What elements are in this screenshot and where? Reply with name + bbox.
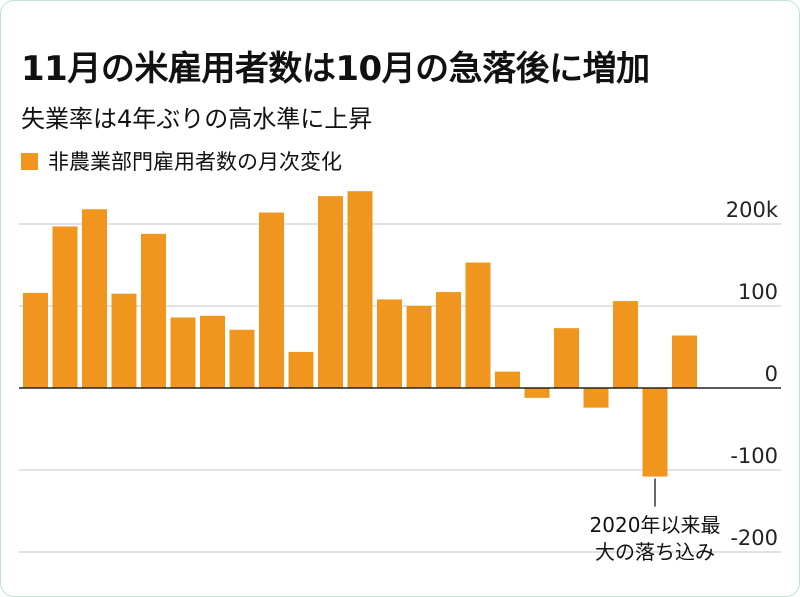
bar xyxy=(347,191,373,388)
bar xyxy=(465,262,491,388)
bar xyxy=(288,351,314,388)
y-tick-label: 200k xyxy=(726,198,779,222)
y-tick-label: 100 xyxy=(738,280,778,304)
y-tick-label: 0 xyxy=(765,362,778,386)
legend-label: 非農業部門雇用者数の月次変化 xyxy=(48,150,342,174)
bar xyxy=(524,388,550,398)
bar xyxy=(436,292,461,388)
bar xyxy=(141,233,166,388)
bar xyxy=(672,335,697,388)
legend: 非農業部門雇用者数の月次変化 xyxy=(21,146,342,176)
bar xyxy=(583,388,609,408)
bar xyxy=(200,315,225,388)
y-tick-label: -200 xyxy=(730,526,778,550)
bar xyxy=(613,301,638,388)
bar xyxy=(111,293,137,388)
bar xyxy=(23,292,48,388)
bar xyxy=(170,317,196,388)
chart-title: 11月の米雇用者数は10月の急落後に増加 xyxy=(21,49,650,89)
bar xyxy=(318,196,343,388)
bar xyxy=(554,328,579,388)
bar xyxy=(259,212,284,388)
bar xyxy=(82,209,107,388)
chart-subtitle: 失業率は4年ぶりの高水準に上昇 xyxy=(21,105,373,133)
bar xyxy=(377,299,402,388)
bar xyxy=(406,306,432,388)
bar xyxy=(495,371,520,388)
bar xyxy=(52,226,78,388)
annotation-text: 大の落ち込み xyxy=(595,540,715,564)
bar xyxy=(229,329,255,388)
y-tick-label: -100 xyxy=(730,444,778,468)
annotation-text: 2020年以来最 xyxy=(590,513,721,537)
legend-swatch xyxy=(21,152,38,170)
bar xyxy=(642,388,668,477)
